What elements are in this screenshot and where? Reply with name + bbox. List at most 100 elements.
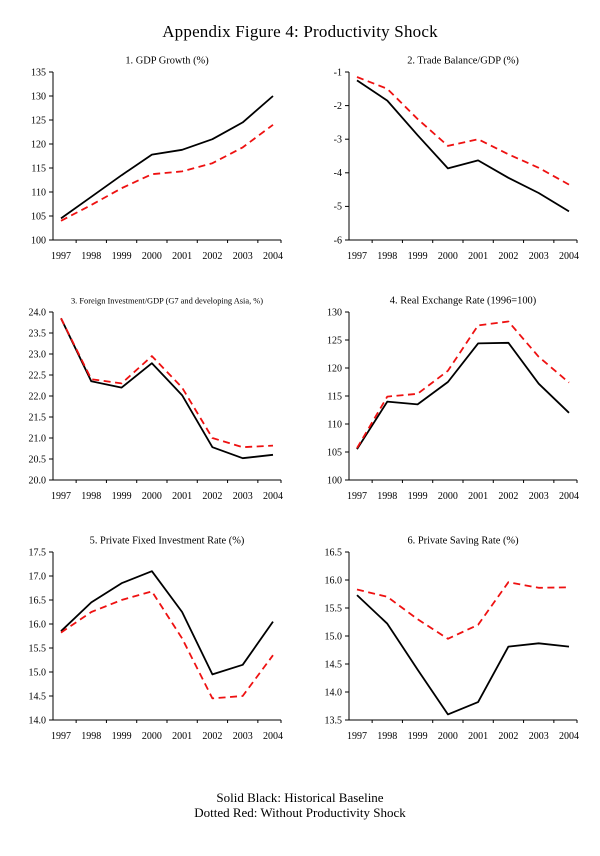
svg-text:1. GDP Growth (%): 1. GDP Growth (%) xyxy=(125,56,208,67)
svg-text:2004: 2004 xyxy=(559,251,579,262)
svg-text:16.0: 16.0 xyxy=(325,575,343,586)
chart-6-canvas: 6. Private Saving Rate (%) 16.5 16.0 15.5 15… xyxy=(325,536,580,743)
svg-text:2001: 2001 xyxy=(468,731,488,742)
chart-5-canvas: 5. Private Fixed Investment Rate (%) 17.5… xyxy=(29,536,284,743)
chart-1-canvas: 1. GDP Growth (%) 135 130 125 120 115 110 105 10… xyxy=(31,56,283,263)
legend-line-shock: Dotted Red: Without Productivity Shock xyxy=(194,805,406,821)
svg-text:2004: 2004 xyxy=(263,491,283,502)
svg-text:2002: 2002 xyxy=(202,491,222,502)
svg-text:17.0: 17.0 xyxy=(29,571,47,582)
svg-text:1999: 1999 xyxy=(408,491,428,502)
svg-text:22.0: 22.0 xyxy=(29,391,47,402)
svg-text:21.5: 21.5 xyxy=(29,412,47,423)
svg-text:2001: 2001 xyxy=(172,491,192,502)
svg-text:6. Private Saving Rate (%): 6. Private Saving Rate (%) xyxy=(407,536,518,547)
chart-4-real-exchange-rate: 4. Real Exchange Rate (1996=100) 130 125 12… xyxy=(307,294,589,506)
svg-text:2003: 2003 xyxy=(233,491,253,502)
svg-text:-5: -5 xyxy=(334,202,342,213)
chart-2-canvas: 2. Trade Balance/GDP (%) -1 -2 -3 -4 -5 -6 1997… xyxy=(334,56,579,263)
svg-text:15.5: 15.5 xyxy=(325,603,343,614)
svg-text:14.0: 14.0 xyxy=(29,715,47,726)
svg-text:105: 105 xyxy=(327,447,342,458)
svg-text:2000: 2000 xyxy=(142,491,162,502)
svg-text:2000: 2000 xyxy=(438,251,458,262)
svg-text:1998: 1998 xyxy=(377,731,397,742)
svg-text:14.0: 14.0 xyxy=(325,687,343,698)
svg-text:100: 100 xyxy=(31,235,46,246)
svg-text:16.0: 16.0 xyxy=(29,619,47,630)
svg-text:2004: 2004 xyxy=(263,251,283,262)
svg-text:17.5: 17.5 xyxy=(29,547,47,558)
chart-5-private-fixed-investment: 5. Private Fixed Investment Rate (%) 17.5… xyxy=(11,534,293,746)
svg-text:120: 120 xyxy=(327,363,342,374)
svg-text:-6: -6 xyxy=(334,235,342,246)
svg-text:110: 110 xyxy=(327,419,342,430)
svg-text:-4: -4 xyxy=(334,168,342,179)
svg-text:130: 130 xyxy=(31,91,46,102)
svg-text:2003: 2003 xyxy=(233,251,253,262)
svg-text:135: 135 xyxy=(31,67,46,78)
chart-3-canvas: 3. Foreign Investment/GDP (G7 and develo… xyxy=(29,297,284,503)
svg-text:1997: 1997 xyxy=(347,491,367,502)
svg-text:2003: 2003 xyxy=(529,731,549,742)
svg-text:20.5: 20.5 xyxy=(29,454,47,465)
svg-text:1999: 1999 xyxy=(112,251,132,262)
svg-text:1999: 1999 xyxy=(112,731,132,742)
svg-text:110: 110 xyxy=(31,187,46,198)
svg-text:14.5: 14.5 xyxy=(325,659,343,670)
svg-text:2. Trade Balance/GDP (%): 2. Trade Balance/GDP (%) xyxy=(407,56,519,67)
svg-text:2002: 2002 xyxy=(202,731,222,742)
legend: Solid Black: Historical Baseline Dotted … xyxy=(0,790,600,821)
svg-text:2001: 2001 xyxy=(172,731,192,742)
svg-text:1998: 1998 xyxy=(377,251,397,262)
svg-text:100: 100 xyxy=(327,475,342,486)
svg-text:5. Private Fixed Investment Ra: 5. Private Fixed Investment Rate (%) xyxy=(90,536,245,547)
svg-text:2004: 2004 xyxy=(263,731,283,742)
svg-text:2000: 2000 xyxy=(142,731,162,742)
svg-text:2002: 2002 xyxy=(498,731,518,742)
svg-text:20.0: 20.0 xyxy=(29,475,47,486)
svg-text:1998: 1998 xyxy=(81,491,101,502)
svg-text:1998: 1998 xyxy=(377,491,397,502)
svg-text:1997: 1997 xyxy=(51,491,71,502)
svg-text:3. Foreign Investment/GDP (G7: 3. Foreign Investment/GDP (G7 and develo… xyxy=(71,297,263,306)
chart-3-foreign-investment: 3. Foreign Investment/GDP (G7 and develo… xyxy=(11,294,293,506)
svg-text:24.0: 24.0 xyxy=(29,307,47,318)
svg-text:2001: 2001 xyxy=(468,251,488,262)
svg-text:1997: 1997 xyxy=(347,251,367,262)
svg-text:115: 115 xyxy=(327,391,342,402)
svg-text:15.5: 15.5 xyxy=(29,643,47,654)
svg-text:105: 105 xyxy=(31,211,46,222)
svg-text:2002: 2002 xyxy=(202,251,222,262)
svg-text:16.5: 16.5 xyxy=(29,595,47,606)
svg-text:2000: 2000 xyxy=(438,491,458,502)
svg-text:1999: 1999 xyxy=(112,491,132,502)
svg-text:-2: -2 xyxy=(334,101,342,112)
svg-text:115: 115 xyxy=(31,163,46,174)
svg-text:1997: 1997 xyxy=(51,731,71,742)
svg-text:4. Real Exchange Rate (1996=10: 4. Real Exchange Rate (1996=100) xyxy=(390,296,536,307)
svg-text:2003: 2003 xyxy=(529,491,549,502)
chart-1-gdp-growth: 1. GDP Growth (%) 135 130 125 120 115 110 105 10… xyxy=(11,54,293,266)
svg-text:2004: 2004 xyxy=(559,491,579,502)
legend-line-baseline: Solid Black: Historical Baseline xyxy=(216,790,384,805)
svg-text:23.0: 23.0 xyxy=(29,349,47,360)
svg-text:2003: 2003 xyxy=(233,731,253,742)
svg-text:1998: 1998 xyxy=(81,731,101,742)
svg-text:120: 120 xyxy=(31,139,46,150)
svg-text:2003: 2003 xyxy=(529,251,549,262)
svg-text:2000: 2000 xyxy=(438,731,458,742)
svg-text:1998: 1998 xyxy=(81,251,101,262)
svg-text:15.0: 15.0 xyxy=(29,667,47,678)
charts-grid: 1. GDP Growth (%) 135 130 125 120 115 110 105 10… xyxy=(0,54,600,746)
svg-text:2001: 2001 xyxy=(468,491,488,502)
svg-text:-3: -3 xyxy=(334,135,342,146)
svg-text:-1: -1 xyxy=(334,67,342,78)
svg-text:130: 130 xyxy=(327,307,342,318)
svg-text:1999: 1999 xyxy=(408,251,428,262)
chart-4-canvas: 4. Real Exchange Rate (1996=100) 130 125 12… xyxy=(327,296,579,503)
svg-text:22.5: 22.5 xyxy=(29,370,47,381)
svg-text:125: 125 xyxy=(327,335,342,346)
svg-text:21.0: 21.0 xyxy=(29,433,47,444)
